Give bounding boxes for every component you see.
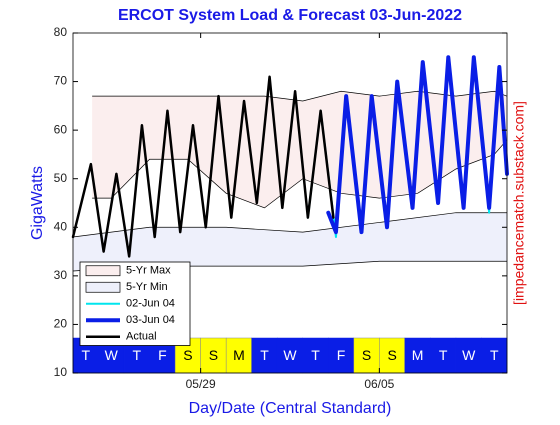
day-label: W	[105, 347, 119, 363]
day-label: T	[311, 347, 320, 363]
day-label: M	[412, 347, 424, 363]
day-label: T	[490, 347, 499, 363]
day-cell	[353, 337, 380, 374]
y-tick-label: 30	[54, 268, 68, 282]
legend-swatch	[85, 265, 121, 277]
y-tick-label: 10	[54, 365, 68, 379]
day-cell	[379, 337, 406, 374]
y-axis-label: GigaWatts	[29, 166, 46, 240]
day-label: S	[387, 347, 396, 363]
series-line	[71, 75, 335, 258]
legend-label: 03-Jun 04	[126, 314, 175, 326]
y-tick-label: 80	[54, 25, 68, 39]
day-label: T	[260, 347, 269, 363]
y-tick-label: 50	[54, 171, 68, 185]
day-label: W	[462, 347, 476, 363]
day-cell	[251, 337, 278, 374]
legend-label: 5-Yr Min	[126, 281, 168, 293]
x-axis-label: Day/Date (Central Standard)	[189, 400, 392, 417]
band-upper	[92, 90, 508, 102]
day-label: W	[283, 347, 297, 363]
x-tick-label: 05/29	[186, 377, 216, 391]
legend-label: Actual	[126, 331, 157, 343]
band-upper	[72, 212, 507, 238]
day-label: S	[362, 347, 371, 363]
day-label: F	[158, 347, 167, 363]
day-label: M	[233, 347, 245, 363]
x-tick-label: 06/05	[364, 377, 394, 391]
day-cell	[455, 337, 482, 374]
day-label: T	[81, 347, 90, 363]
y-tick-label: 40	[54, 219, 68, 233]
day-label: F	[337, 347, 346, 363]
day-label: S	[209, 347, 218, 363]
legend-swatch	[85, 281, 121, 293]
day-label: S	[183, 347, 192, 363]
day-cell	[225, 337, 252, 374]
legend-label: 02-Jun 04	[126, 298, 175, 310]
y-tick-label: 60	[54, 122, 68, 136]
day-cell	[302, 337, 329, 374]
y-tick-label: 70	[54, 74, 68, 88]
day-cell	[328, 337, 355, 374]
plot-frame	[72, 32, 508, 374]
band-fill	[73, 212, 507, 271]
day-cell	[276, 337, 304, 374]
day-label: T	[439, 347, 448, 363]
day-label: T	[133, 347, 142, 363]
day-cell	[481, 337, 508, 374]
series-line	[326, 55, 509, 235]
chart-title: ERCOT System Load & Forecast 03-Jun-2022	[118, 7, 462, 24]
watermark: [impedancematch.substack.com]	[511, 101, 527, 305]
legend-label: 5-Yr Max	[126, 265, 171, 277]
y-tick-label: 20	[54, 317, 68, 331]
